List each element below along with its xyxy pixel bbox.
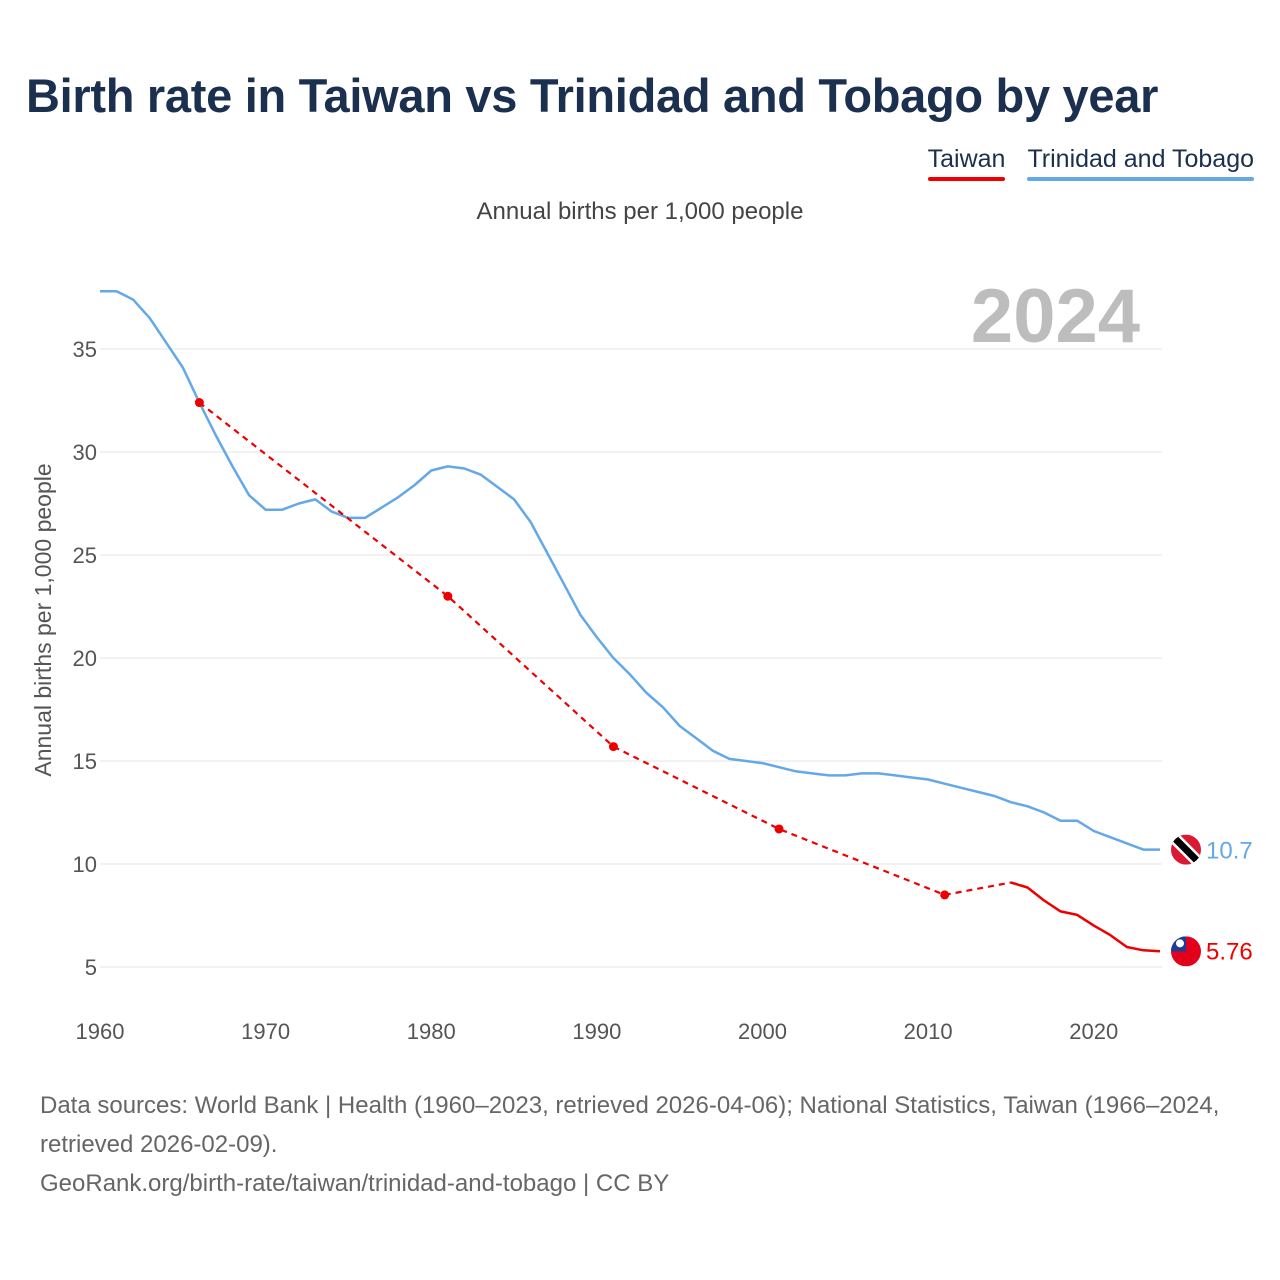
series-line-trinidad-and-tobago <box>100 290 1160 851</box>
y-tick-label: 5 <box>85 955 97 980</box>
y-tick-label: 35 <box>73 337 97 362</box>
y-axis-ticks: 5 10 15 20 25 30 35 <box>73 337 97 980</box>
legend-swatch-taiwan <box>927 177 1006 181</box>
source-link[interactable]: GeoRank.org/birth-rate/taiwan/trinidad-a… <box>40 1170 670 1197</box>
legend-label-taiwan: Taiwan <box>927 145 1006 173</box>
y-tick-label: 10 <box>73 852 97 877</box>
x-tick-label: 1980 <box>407 1019 456 1044</box>
legend-swatch-trinidad-and-tobago <box>1027 177 1254 181</box>
taiwan-data-point[interactable] <box>608 742 618 752</box>
year-label: 2024 <box>971 274 1140 359</box>
x-tick-label: 1960 <box>76 1019 125 1044</box>
footer: Data sources: World Bank | Health (1960–… <box>40 1086 1250 1203</box>
chart-subtitle: Annual births per 1,000 people <box>476 198 804 225</box>
series-line-taiwan <box>1010 881 1161 953</box>
trinidad-and-tobago-flag-icon <box>1171 834 1201 865</box>
y-axis-title: Annual births per 1,000 people <box>30 463 56 776</box>
x-tick-label: 2000 <box>738 1019 787 1044</box>
legend: Taiwan Trinidad and Tobago <box>927 145 1254 181</box>
taiwan-data-point[interactable] <box>194 398 204 408</box>
legend-item-taiwan[interactable]: Taiwan <box>927 145 1006 181</box>
x-axis-ticks: 1960 1970 1980 1990 2000 2010 2020 <box>76 1019 1119 1044</box>
end-label-taiwan: 5.76 <box>1206 938 1253 965</box>
taiwan-data-point[interactable] <box>940 890 950 900</box>
taiwan-flag-icon <box>1171 936 1201 967</box>
end-label-trinidad-and-tobago: 10.7 <box>1206 838 1253 865</box>
y-tick-label: 30 <box>73 440 97 465</box>
legend-label-trinidad-and-tobago: Trinidad and Tobago <box>1027 145 1254 173</box>
data-sources: Data sources: World Bank | Health (1960–… <box>40 1092 1220 1158</box>
series-lines <box>100 290 1161 953</box>
chart-title: Birth rate in Taiwan vs Trinidad and Tob… <box>26 69 1159 122</box>
taiwan-data-point[interactable] <box>443 591 453 601</box>
x-tick-label: 2020 <box>1069 1019 1118 1044</box>
series-line-taiwan-dashed <box>198 401 1012 897</box>
grid-lines <box>100 348 1162 968</box>
y-tick-label: 15 <box>73 749 97 774</box>
end-labels: 10.7 5.76 <box>1171 834 1253 967</box>
y-tick-label: 25 <box>73 543 97 568</box>
y-tick-label: 20 <box>73 646 97 671</box>
legend-item-trinidad-and-tobago[interactable]: Trinidad and Tobago <box>1027 145 1254 181</box>
x-tick-label: 1970 <box>241 1019 290 1044</box>
taiwan-data-point[interactable] <box>774 824 784 834</box>
x-tick-label: 2010 <box>904 1019 953 1044</box>
x-tick-label: 1990 <box>572 1019 621 1044</box>
